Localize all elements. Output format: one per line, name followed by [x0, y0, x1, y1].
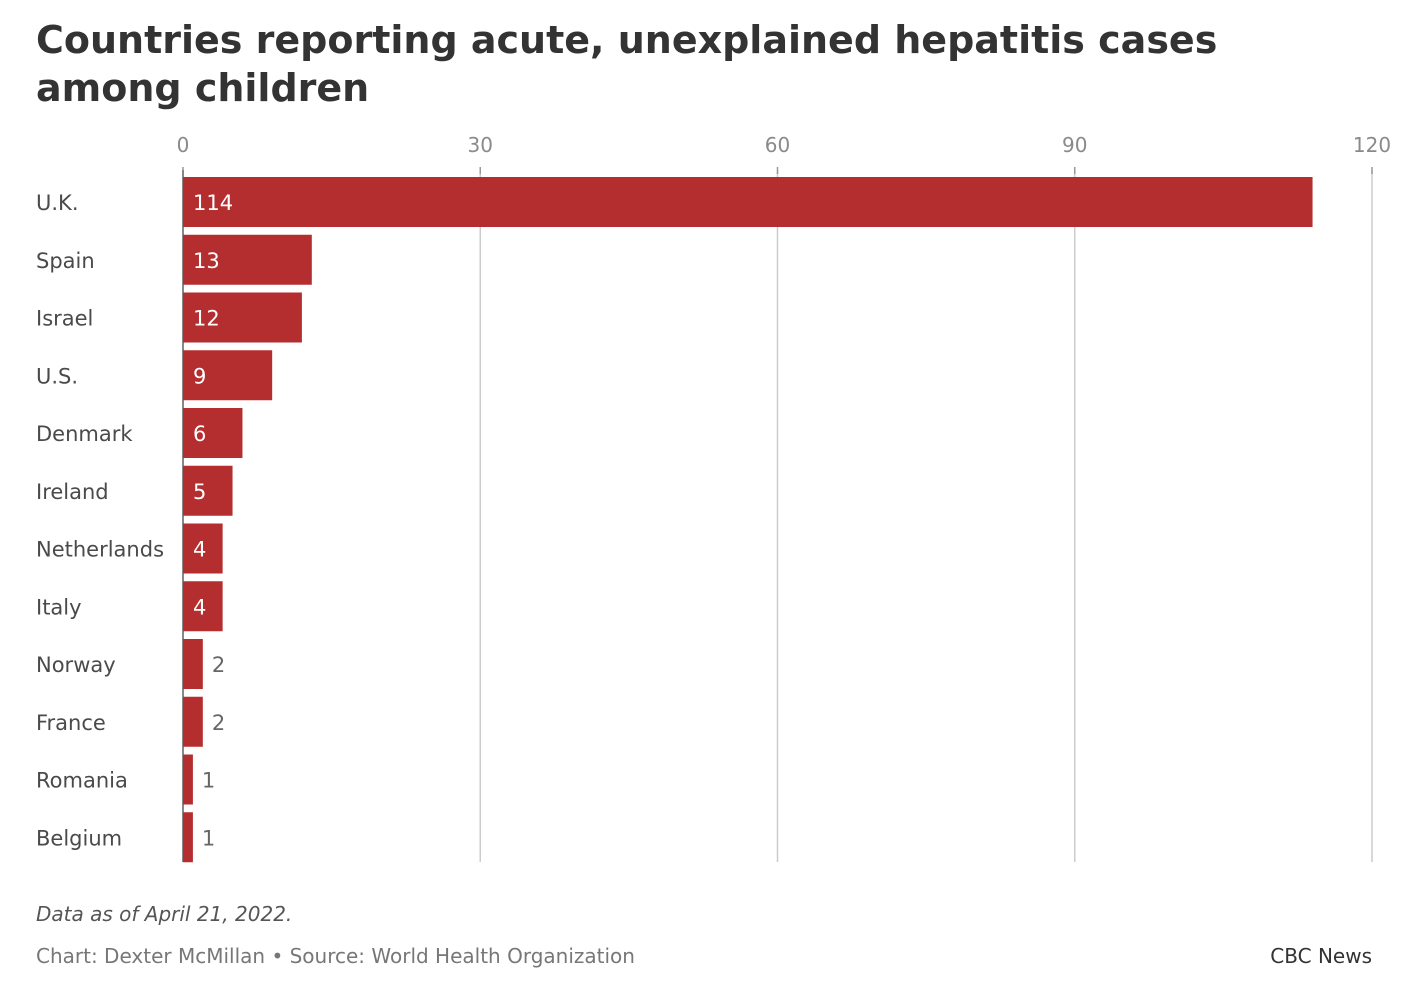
value-label: 5 — [193, 480, 206, 504]
value-label: 6 — [193, 422, 206, 446]
value-label: 1 — [202, 826, 215, 850]
bar-norway — [183, 639, 203, 689]
value-label: 4 — [193, 595, 206, 619]
x-tick-label: 30 — [468, 133, 493, 157]
value-label: 9 — [193, 364, 206, 388]
bar-belgium — [183, 812, 193, 863]
data-date-note: Data as of April 21, 2022. — [36, 902, 293, 926]
x-tick-label: 0 — [177, 133, 190, 157]
category-labels: U.K. Spain Israel U.S. Denmark Ireland Netherl… — [36, 191, 164, 850]
bar-spain — [183, 234, 312, 285]
gridlines — [479, 170, 1373, 862]
value-labels: 114 13 12 9 6 5 4 4 2 2 1 1 — [193, 191, 233, 850]
category-label: Italy — [36, 595, 82, 619]
category-label: France — [36, 711, 106, 735]
chart-title: Countries reporting acute, unexplained h… — [36, 18, 1218, 110]
bar-u-s — [183, 350, 273, 401]
category-label: Norway — [36, 653, 116, 677]
category-label: Spain — [36, 249, 95, 273]
category-label: Ireland — [36, 480, 109, 504]
value-label: 2 — [212, 653, 225, 677]
value-label: 4 — [193, 538, 206, 562]
x-tick-label: 90 — [1062, 133, 1087, 157]
bar-romania — [183, 754, 193, 805]
value-label: 2 — [212, 711, 225, 735]
value-label: 12 — [193, 307, 220, 331]
value-label: 1 — [202, 769, 215, 793]
bar-ireland — [183, 465, 233, 516]
value-label: 13 — [193, 249, 220, 273]
category-label: U.K. — [36, 191, 79, 215]
value-label: 114 — [193, 191, 233, 215]
category-label: Netherlands — [36, 538, 164, 562]
x-tick-label: 60 — [765, 133, 790, 157]
bar-chart: 0 30 60 90 120 U.K. Spain Israel U.S. Denmark Ire… — [36, 133, 1391, 863]
x-axis: 0 30 60 90 120 — [177, 133, 1391, 862]
category-label: Israel — [36, 307, 93, 331]
bar-france — [183, 696, 203, 747]
bar-israel — [183, 292, 302, 343]
bar-u-k — [183, 177, 1313, 227]
bars — [183, 177, 1313, 863]
bar-netherlands — [183, 523, 223, 574]
bar-italy — [183, 581, 223, 632]
category-label: Belgium — [36, 826, 122, 850]
bar-denmark — [183, 408, 243, 458]
chart-credit: Chart: Dexter McMillan • Source: World H… — [36, 944, 635, 968]
category-label: Romania — [36, 769, 128, 793]
x-tick-label: 120 — [1353, 133, 1391, 157]
publisher-name: CBC News — [1270, 944, 1372, 968]
category-label: U.S. — [36, 364, 78, 388]
category-label: Denmark — [36, 422, 133, 446]
